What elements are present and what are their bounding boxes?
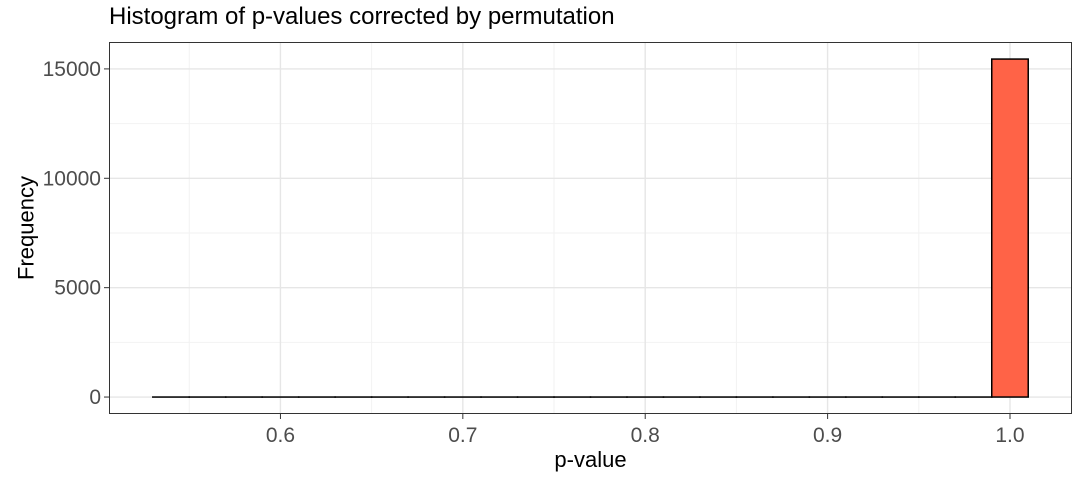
y-tick-label: 10000 (43, 167, 101, 190)
major-gridlines (109, 42, 1072, 414)
histogram-bar (991, 58, 1029, 398)
x-axis-title: p-value (554, 447, 626, 472)
x-tick-label: 1.0 (995, 424, 1024, 447)
panel-border (109, 42, 1072, 414)
x-tick-label: 0.8 (631, 424, 660, 447)
chart-title: Histogram of p-values corrected by permu… (109, 3, 615, 30)
x-tick-label: 0.7 (448, 424, 477, 447)
y-tick-label: 15000 (43, 58, 101, 81)
histogram-bars (152, 58, 1029, 398)
x-axis-ticks: 0.6 0.7 0.8 0.9 1.0 (266, 414, 1025, 447)
x-tick-label: 0.6 (266, 424, 295, 447)
y-tick-label: 0 (89, 386, 101, 409)
y-tick-label: 5000 (54, 277, 101, 300)
minor-gridlines (109, 42, 1072, 414)
x-tick-label: 0.9 (813, 424, 842, 447)
y-axis-ticks: 0 5000 10000 15000 (43, 58, 109, 409)
y-axis-title: Frequency (14, 176, 39, 280)
